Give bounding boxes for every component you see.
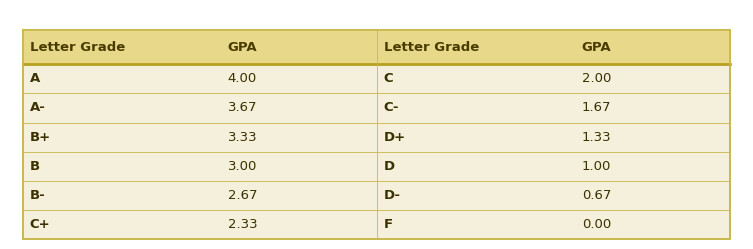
Text: Letter Grade: Letter Grade [383,41,479,54]
Text: 2.67: 2.67 [228,189,258,202]
Text: D-: D- [383,189,401,202]
Text: 3.67: 3.67 [228,101,258,115]
Text: GPA: GPA [582,41,611,54]
Text: 0.67: 0.67 [582,189,611,202]
Text: A-: A- [29,101,45,115]
Text: 4.00: 4.00 [228,72,257,85]
Text: GPA: GPA [228,41,258,54]
Text: D+: D+ [383,130,406,144]
Text: 1.33: 1.33 [582,130,611,144]
Text: B: B [29,160,40,173]
Text: 3.00: 3.00 [228,160,258,173]
Text: C: C [383,72,393,85]
Text: C+: C+ [29,218,50,231]
Text: Letter Grade: Letter Grade [29,41,125,54]
Text: 3.33: 3.33 [228,130,258,144]
Text: B+: B+ [29,130,50,144]
Text: B-: B- [29,189,45,202]
Text: 2.33: 2.33 [228,218,258,231]
Text: 1.00: 1.00 [582,160,611,173]
Text: A: A [29,72,40,85]
Text: 0.00: 0.00 [582,218,611,231]
Text: 1.67: 1.67 [582,101,611,115]
Text: 2.00: 2.00 [582,72,611,85]
Text: C-: C- [383,101,399,115]
Text: F: F [383,218,393,231]
Text: D: D [383,160,395,173]
